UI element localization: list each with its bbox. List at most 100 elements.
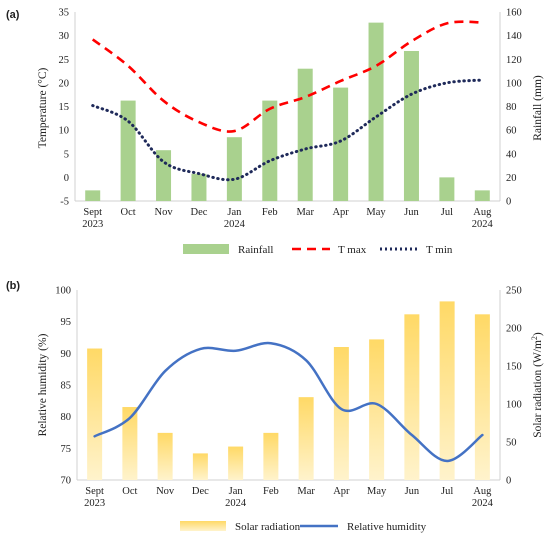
panel-a-ytick-right: 120 (506, 55, 522, 66)
panel-a-ytick-left: 35 (59, 8, 70, 19)
panel-a-bar (262, 100, 278, 201)
panel-b-xtick-month: Oct (122, 486, 137, 497)
panel-b-ytick-left: 85 (61, 381, 72, 392)
panel-a-ylabel-right: Rainfall (mm) (532, 75, 544, 141)
panel-a-xtick-month: Dec (191, 207, 208, 218)
panel-a-temperature-lines (91, 20, 484, 182)
panel-a-xtick-month: Jun (404, 207, 419, 218)
panel-a-ylabel-left: Temperature (°C) (37, 67, 49, 148)
panel-a-ytick-left: 10 (59, 126, 70, 137)
panel-a-bar (191, 173, 207, 201)
panel-a-line-t-max (91, 20, 483, 133)
panel-b-xtick-month: Apr (333, 486, 350, 497)
panel-b-bar (192, 453, 208, 480)
panel-a-bar (403, 50, 419, 202)
legend-tmax-label: T max (338, 244, 367, 256)
panel-b-xtick-year: 2023 (84, 498, 105, 509)
panel-b-ylabel-left: Relative humidity (%) (37, 333, 49, 436)
panel-b-ytick-right: 150 (506, 362, 522, 373)
panel-a-xtick-month: May (366, 207, 386, 218)
panel-b-bar (298, 397, 314, 480)
panel-b-bar (404, 314, 420, 480)
panel-b-xtick-year: 2024 (472, 498, 494, 509)
panel-a-ytick-right: 20 (506, 173, 517, 184)
panel-b-bar (439, 301, 455, 480)
panel-b-ytick-right: 50 (506, 438, 517, 449)
panel-b-humidity-line (93, 341, 484, 463)
panel-a-bar (85, 190, 101, 201)
panel-b-xtick-month: Nov (156, 486, 175, 497)
panel-b-ytick-left: 70 (61, 476, 72, 487)
panel-a-xtick-year: 2024 (472, 219, 494, 230)
panel-b-axes (76, 290, 501, 481)
panel-a-bar (368, 22, 384, 201)
panel-b-bar (474, 314, 490, 480)
panel-a-axes (74, 12, 501, 202)
panel-a-xtick-month: Jan (227, 207, 242, 218)
panel-b-ytick-right: 0 (506, 476, 511, 487)
panel-a-bar (297, 68, 313, 201)
panel-b-ylabel-right-sup: 2 (530, 336, 539, 340)
panel-b-xtick-month: Jun (405, 486, 420, 497)
panel-a-bar (333, 87, 349, 201)
panel-a-ytick-left: 20 (59, 78, 70, 89)
panel-a-bar (439, 177, 455, 201)
panel-a-xtick-month: Aug (473, 207, 492, 218)
panel-b-bar (333, 347, 349, 480)
panel-a-xtick-month: Mar (296, 207, 314, 218)
panel-b-ytick-right: 250 (506, 286, 522, 297)
panel-b-label: (b) (6, 280, 20, 292)
panel-a-bar (226, 137, 242, 201)
panel-b-bar (369, 339, 385, 480)
panel-a-legend: Rainfall T max T min (183, 244, 453, 256)
panel-b-xtick-month: May (367, 486, 387, 497)
panel-b-ytick-left: 75 (61, 444, 72, 455)
panel-a-xtick-year: 2023 (82, 219, 103, 230)
panel-b-bar (122, 407, 138, 480)
panel-b-ylabel-right: Solar radiation (W/m2) (530, 332, 544, 438)
panel-b-ytick-right: 200 (506, 324, 522, 335)
legend-solar-label: Solar radiation (235, 521, 301, 533)
panel-a-xtick-month: Feb (262, 207, 278, 218)
panel-b-xtick-month: Aug (473, 486, 492, 497)
panel-a-ytick-right: 100 (506, 78, 522, 89)
panel-b-xtick-month: Sept (85, 486, 104, 497)
panel-a-xtick-year: 2024 (224, 219, 246, 230)
panel-b-ytick-left: 80 (61, 412, 72, 423)
panel-b-xtick-year: 2024 (225, 498, 247, 509)
legend-humidity-label: Relative humidity (347, 521, 427, 533)
panel-b-xtick-month: Mar (297, 486, 315, 497)
legend-rainfall-swatch (183, 244, 229, 254)
panel-b-bar (228, 446, 244, 480)
panel-a-ytick-left: 0 (64, 173, 69, 184)
panel-b-ytick-left: 95 (61, 317, 72, 328)
panel-b-ytick-left: 100 (55, 286, 71, 297)
panel-a-xtick-month: Nov (154, 207, 173, 218)
panel-a-xtick-month: Apr (332, 207, 349, 218)
panel-a-chart: -5 0 5 10 15 20 25 30 35 0 20 40 60 80 100 120 140 160 Sep… (59, 8, 522, 231)
legend-solar-swatch (180, 521, 226, 531)
panel-a-bar (120, 100, 136, 201)
panel-b-ytick-right: 100 (506, 400, 522, 411)
panel-a-ytick-left: 15 (59, 102, 70, 113)
panel-a-ytick-left: 5 (64, 149, 69, 160)
panel-b-xtick-month: Feb (263, 486, 279, 497)
panel-a-ytick-left: -5 (60, 197, 69, 208)
panel-a-bar (474, 190, 490, 201)
panel-a-xtick-month: Jul (441, 207, 453, 218)
panel-a-label: (a) (6, 9, 20, 21)
panel-a-tick-labels: -5 0 5 10 15 20 25 30 35 0 20 40 60 80 100 120 140 160 Sep… (59, 8, 522, 231)
panel-b-bar (157, 432, 173, 480)
panel-a-xtick-month: Oct (121, 207, 136, 218)
panel-b-bar (87, 348, 103, 480)
panel-b-bar (263, 432, 279, 480)
panel-a-bar (156, 150, 172, 201)
panel-b-legend: Solar radiation Relative humidity (180, 521, 427, 533)
panel-b-xtick-month: Dec (192, 486, 209, 497)
panel-a-rainfall-bars (85, 22, 490, 202)
panel-b-ylabel-right-main: Solar radiation (W/m (532, 340, 544, 438)
panel-a-ytick-right: 0 (506, 197, 511, 208)
panel-a-ytick-right: 40 (506, 149, 517, 160)
